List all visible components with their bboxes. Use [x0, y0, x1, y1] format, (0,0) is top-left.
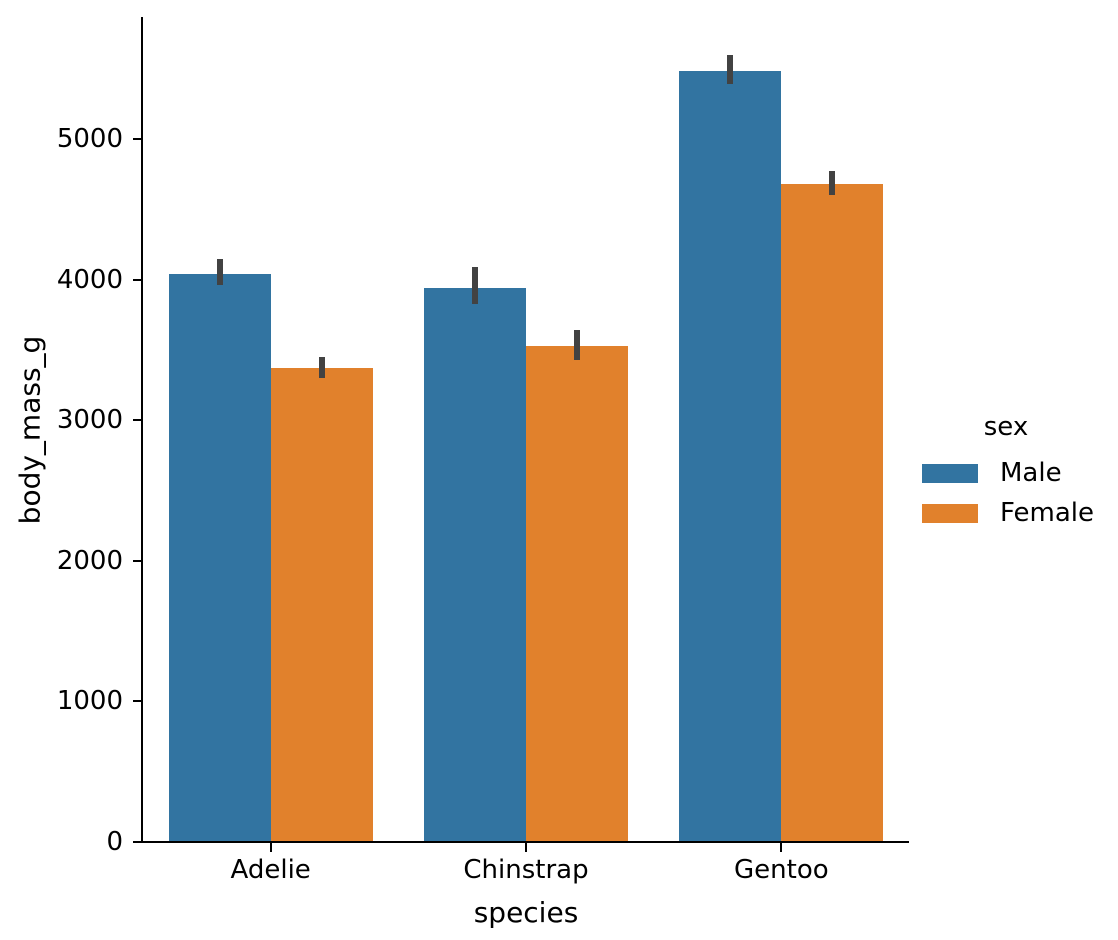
y-tick-label: 2000: [56, 545, 123, 576]
legend-entry-female: Female: [918, 493, 1108, 533]
y-tick-mark: [133, 841, 141, 843]
bar-chinstrap-male: [423, 288, 526, 841]
female-color-swatch: [922, 503, 978, 523]
error-bar-chinstrap-male: [471, 266, 478, 304]
legend-title: sex: [983, 412, 1029, 442]
error-bar-chinstrap-female: [574, 330, 581, 360]
bar-gentoo-female: [781, 184, 884, 841]
x-tick-label: Chinstrap: [463, 855, 589, 885]
y-tick-label: 0: [106, 827, 123, 857]
y-tick-mark: [133, 700, 141, 703]
error-bar-gentoo-female: [829, 171, 836, 196]
x-axis-spine: [141, 841, 909, 843]
y-tick-mark: [133, 419, 141, 422]
y-axis-spine: [141, 17, 143, 843]
x-tick-mark: [269, 843, 272, 852]
y-tick-label: 3000: [56, 405, 123, 436]
bar-adelie-female: [270, 368, 373, 841]
legend-entry-male: Male: [918, 453, 1108, 493]
x-tick-label: Adelie: [230, 855, 311, 885]
x-axis-label: species: [473, 896, 579, 929]
y-tick-label: 5000: [56, 124, 123, 155]
y-axis-label: body_mass_g: [13, 335, 47, 525]
bar-gentoo-male: [679, 70, 782, 841]
bar-chinstrap-female: [526, 346, 629, 841]
error-bar-adelie-male: [216, 258, 223, 286]
x-tick-mark: [780, 843, 783, 852]
x-tick-label: Gentoo: [734, 855, 829, 885]
error-bar-adelie-female: [318, 356, 325, 379]
y-tick-mark: [133, 559, 141, 562]
legend: sex Male Female: [918, 411, 1108, 533]
x-tick-mark: [525, 843, 527, 852]
y-tick-mark: [133, 138, 141, 141]
male-color-swatch: [922, 463, 978, 483]
error-bar-gentoo-male: [727, 54, 734, 85]
y-tick-mark: [133, 278, 141, 281]
bar-adelie-male: [168, 273, 271, 841]
y-tick-label: 1000: [56, 686, 123, 717]
legend-label-female: Female: [1000, 498, 1095, 528]
legend-label-male: Male: [1000, 458, 1062, 488]
y-tick-label: 4000: [56, 264, 123, 295]
